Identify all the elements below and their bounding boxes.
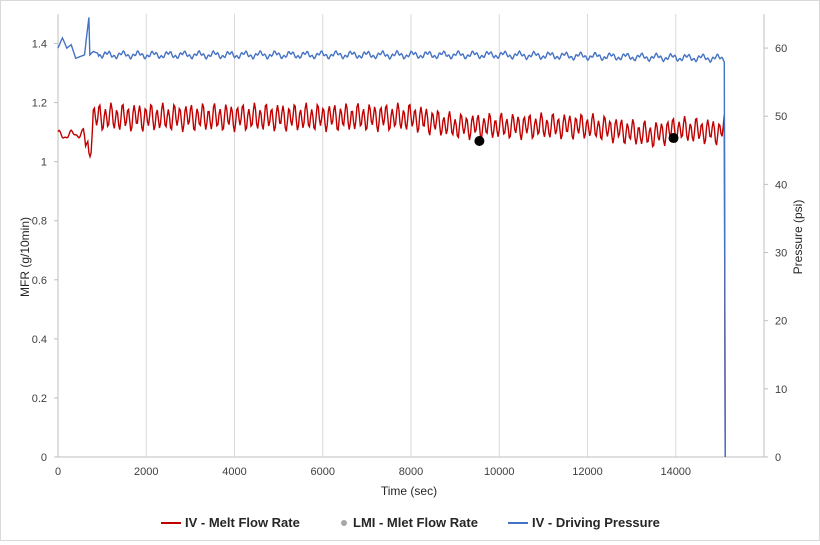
x-tick-label: 4000 xyxy=(222,466,246,478)
y-right-tick-label: 10 xyxy=(775,384,787,396)
y-left-tick-label: 0.4 xyxy=(32,334,47,346)
y-left-tick-label: 0.8 xyxy=(32,216,47,228)
legend-item-iv-melt-flow-rate: IV - Melt Flow Rate xyxy=(161,515,300,530)
y-right-tick-label: 30 xyxy=(775,248,787,260)
y-right-tick-label: 40 xyxy=(775,179,787,191)
y-left-tick-label: 0 xyxy=(41,452,47,464)
x-axis-title: Time (sec) xyxy=(381,484,437,498)
vertical-gridlines xyxy=(145,14,677,457)
x-tick-label: 0 xyxy=(55,466,61,478)
lmi-data-point xyxy=(474,135,485,146)
series-layer xyxy=(57,17,726,458)
markers-layer xyxy=(474,133,679,146)
x-tick-label: 6000 xyxy=(311,466,335,478)
legend-label-lmi-mlet-flow-rate: LMI - Mlet Flow Rate xyxy=(353,515,478,530)
lmi-data-point xyxy=(668,133,679,144)
tick-labels: 0 2000 4000 6000 8000 10000 12000 14000 0 0.2 0.4 0… xyxy=(32,39,788,478)
y-left-tick-label: 1.4 xyxy=(32,39,47,51)
legend-label-iv-driving-pressure: IV - Driving Pressure xyxy=(532,515,660,530)
legend: IV - Melt Flow Rate LMI - Mlet Flow Rate… xyxy=(161,515,660,530)
x-tick-label: 10000 xyxy=(484,466,515,478)
legend-label-iv-melt-flow-rate: IV - Melt Flow Rate xyxy=(185,515,300,530)
legend-swatch-lmi-mlet-flow-rate xyxy=(341,520,347,526)
y-left-tick-label: 1 xyxy=(41,157,47,169)
y-right-tick-label: 50 xyxy=(775,111,787,123)
y-axis-left-title: MFR (g/10min) xyxy=(18,217,32,297)
y-left-tick-label: 0.6 xyxy=(32,275,47,287)
y-right-tick-label: 60 xyxy=(775,43,787,55)
legend-item-lmi-mlet-flow-rate: LMI - Mlet Flow Rate xyxy=(341,515,478,530)
x-tick-label: 14000 xyxy=(660,466,691,478)
axes xyxy=(54,14,768,458)
x-tick-label: 2000 xyxy=(134,466,158,478)
y-axis-right-title: Pressure (psi) xyxy=(791,200,805,275)
series-line-iv-driving-pressure xyxy=(57,17,726,458)
y-left-tick-label: 0.2 xyxy=(32,393,47,405)
legend-item-iv-driving-pressure: IV - Driving Pressure xyxy=(508,515,660,530)
x-tick-label: 12000 xyxy=(572,466,603,478)
x-tick-label: 8000 xyxy=(399,466,423,478)
y-left-tick-label: 1.2 xyxy=(32,98,47,110)
series-line-iv-melt-flow-rate xyxy=(57,102,726,458)
y-right-tick-label: 0 xyxy=(775,452,781,464)
y-right-tick-label: 20 xyxy=(775,316,787,328)
